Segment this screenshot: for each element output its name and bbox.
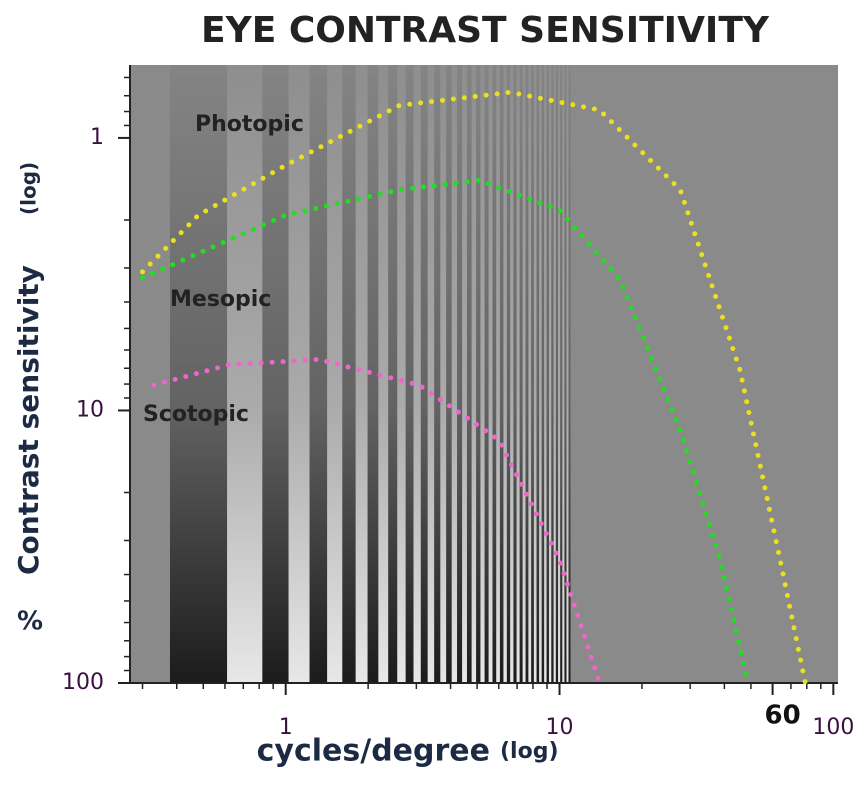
- grating-stripe: [503, 65, 507, 683]
- grating-stripe: [405, 65, 414, 683]
- grating-stripe: [525, 65, 529, 683]
- grating-stripe: [513, 65, 517, 683]
- y-axis-label: Contrast sensitivity: [12, 265, 45, 575]
- grating-stripe: [499, 65, 504, 683]
- grating-stripe: [457, 65, 463, 683]
- grating-stripe: [533, 65, 537, 683]
- grating-stripe: [522, 65, 526, 683]
- grating-stripe: [553, 65, 556, 683]
- curve: [140, 89, 808, 686]
- grating-stripe: [544, 65, 547, 683]
- grating-stripe: [466, 65, 472, 683]
- grating-stripe: [510, 65, 514, 683]
- grating-stripe: [440, 65, 447, 683]
- x-axis-scale: (log): [500, 739, 559, 764]
- x-tick-label: 100: [812, 715, 854, 740]
- y-axis-scale: (log): [17, 162, 41, 215]
- grating-stripe: [427, 65, 435, 683]
- grating-stripe: [262, 65, 289, 683]
- grating-stripe: [446, 65, 452, 683]
- grating-stripe: [355, 65, 368, 683]
- grating-stripe: [562, 65, 565, 683]
- grating-stripe: [551, 65, 554, 683]
- grating-stripe: [560, 65, 563, 683]
- grating-stripe: [546, 65, 549, 683]
- curve-label: Scotopic: [143, 402, 249, 427]
- grating-stripe: [519, 65, 523, 683]
- grating-stripe: [471, 65, 477, 683]
- grating-stripe: [548, 65, 552, 683]
- grating-stripe: [536, 65, 540, 683]
- grating-stripe: [531, 65, 534, 683]
- grating-stripe: [484, 65, 489, 683]
- grating-stripe: [327, 65, 343, 683]
- grating-stripe: [568, 65, 571, 683]
- curve-label: Mesopic: [170, 287, 271, 312]
- grating-stripe: [367, 65, 379, 683]
- grating-stripe: [462, 65, 467, 683]
- grating-stripe: [476, 65, 481, 683]
- chart-title: EYE CONTRAST SENSITIVITY: [201, 10, 770, 51]
- grating-stripe: [541, 65, 545, 683]
- grating-stripe: [506, 65, 511, 683]
- grating-stripe: [496, 65, 500, 683]
- grating-stripe: [309, 65, 328, 683]
- grating-stripe: [388, 65, 398, 683]
- grating-stripe: [434, 65, 441, 683]
- x-tick-label: 10: [546, 715, 574, 740]
- curve: [151, 356, 603, 686]
- x-axis-label: cycles/degree: [257, 734, 490, 769]
- grating-stripe: [397, 65, 406, 683]
- grating-stripe: [539, 65, 542, 683]
- y-tick-label: 10: [76, 397, 104, 422]
- grating-stripe: [420, 65, 428, 683]
- grating-stripe: [516, 65, 520, 683]
- grating-stripe: [488, 65, 493, 683]
- grating-stripe: [558, 65, 561, 683]
- grating-stripe: [480, 65, 485, 683]
- y-axis-unit: %: [17, 607, 43, 637]
- grating-stripe: [227, 65, 263, 683]
- grating-stripe: [555, 65, 559, 683]
- grating-stripe: [342, 65, 356, 683]
- grating-stripe: [492, 65, 497, 683]
- grating-stripe: [528, 65, 532, 683]
- grating-stripe: [566, 65, 569, 683]
- grating-stripe: [378, 65, 389, 683]
- y-tick-label: 100: [62, 670, 104, 695]
- x-tick-label: 60: [764, 701, 800, 731]
- x-tick-label: 1: [279, 715, 293, 740]
- y-tick-label: 1: [90, 125, 104, 150]
- curve: [140, 177, 751, 686]
- curve-label: Photopic: [195, 112, 304, 137]
- grating-stripe: [451, 65, 458, 683]
- grating-stripe: [564, 65, 567, 683]
- grating-stripe: [413, 65, 421, 683]
- grating-stripe: [288, 65, 310, 683]
